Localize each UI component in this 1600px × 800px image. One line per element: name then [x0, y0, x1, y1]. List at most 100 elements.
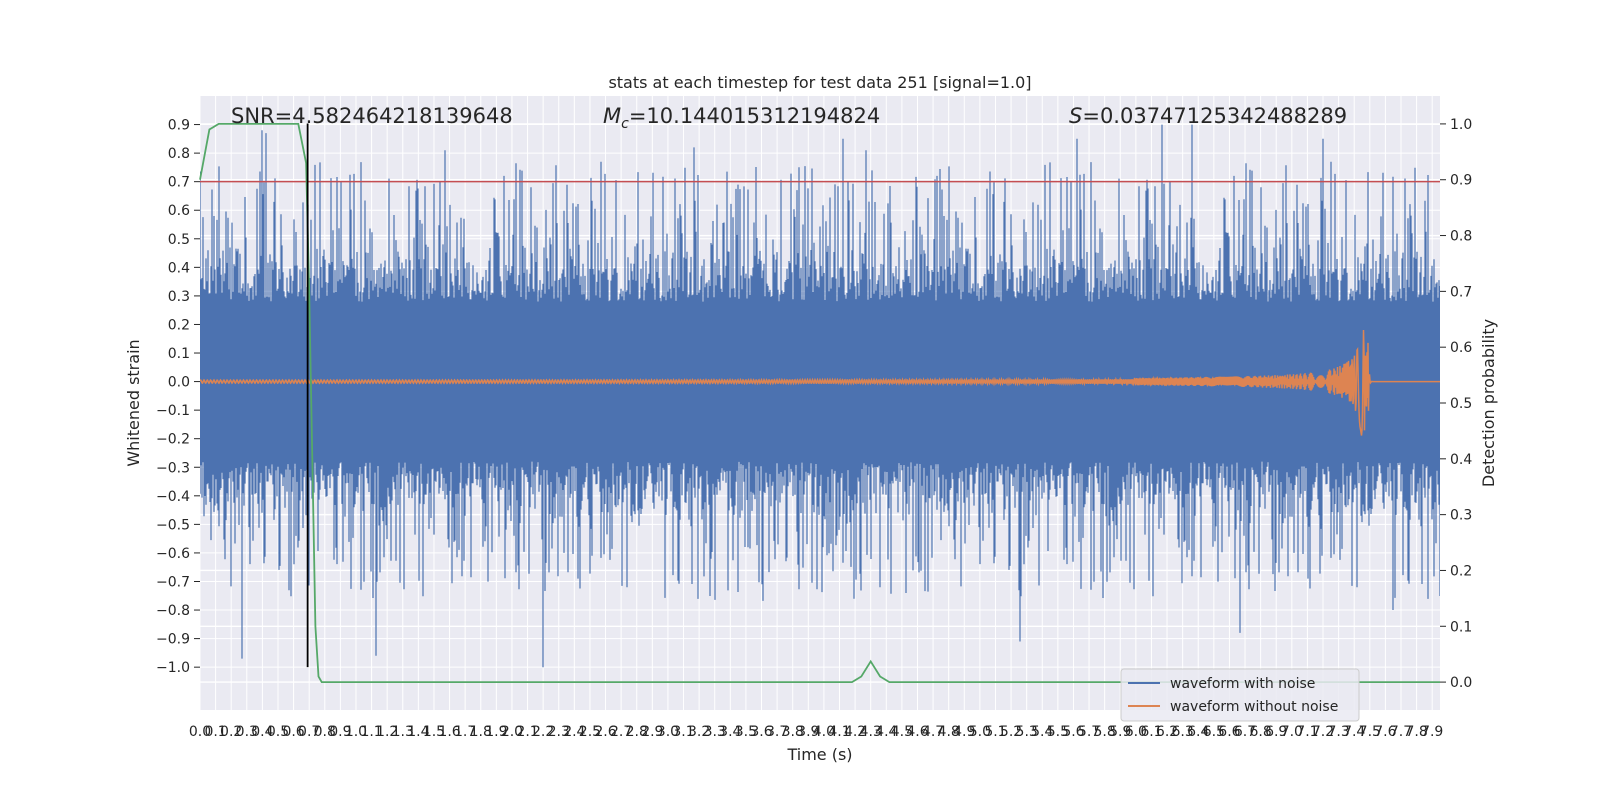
- x-tick-label: 5.4: [1031, 724, 1053, 740]
- x-tick-label: 3.2: [688, 724, 710, 740]
- y-tick-label: 0.1: [168, 346, 190, 362]
- y-tick-label: 0.6: [168, 203, 190, 219]
- x-tick-label: 0.2: [220, 724, 242, 740]
- x-tick-label: 7.4: [1343, 724, 1365, 740]
- y-tick-label: −0.3: [156, 460, 190, 476]
- data-layer: [200, 124, 1440, 668]
- x-tick-label: 0.4: [251, 724, 273, 740]
- x-tick-label: 1.1: [360, 724, 382, 740]
- y-tick-label: −0.2: [156, 432, 190, 448]
- x-axis-label: Time (s): [786, 745, 852, 764]
- x-tick-label: 3.5: [735, 724, 757, 740]
- y-tick-label: 0.4: [168, 260, 190, 276]
- y-axis-left: 0.9 0.8 0.7 0.6 0.5 0.4 0.3 0.2 0.1 0.0 −0.1 −0.2 −0…: [156, 118, 200, 676]
- x-tick-label: 3.7: [766, 724, 788, 740]
- x-tick-label: 2.7: [610, 724, 632, 740]
- x-tick-label: 4.8: [938, 724, 960, 740]
- x-tick-label: 1.0: [345, 724, 367, 740]
- x-tick-label: 5.1: [984, 724, 1006, 740]
- x-tick-label: 3.8: [782, 724, 804, 740]
- x-tick-label: 4.6: [906, 724, 928, 740]
- x-tick-label: 1.3: [392, 724, 414, 740]
- x-tick-label: 5.3: [1016, 724, 1038, 740]
- s-value: =0.03747125342488289: [1082, 104, 1347, 128]
- legend: waveform with noise waveform without noi…: [1120, 668, 1360, 722]
- y-tick-label: 0.7: [168, 175, 190, 191]
- mc-annotation: Mc=10.144015312194824: [603, 104, 880, 132]
- y-tick-label: 0.9: [168, 118, 190, 134]
- y-tick-label: 0.8: [168, 146, 190, 162]
- x-tick-label: 1.5: [423, 724, 445, 740]
- y2-axis-label: Detection probability: [1479, 319, 1498, 487]
- x-tick-label: 4.5: [891, 724, 913, 740]
- x-tick-label: 7.7: [1390, 724, 1412, 740]
- x-tick-label: 0.0: [189, 724, 211, 740]
- x-tick-label: 3.1: [672, 724, 694, 740]
- y2-tick-label: 1.0: [1450, 117, 1472, 133]
- x-tick-label: 2.8: [626, 724, 648, 740]
- y2-tick-label: 0.6: [1450, 340, 1472, 356]
- y-tick-label: −0.7: [156, 574, 190, 590]
- x-tick-label: 4.1: [828, 724, 850, 740]
- y-axis-label: Whitened strain: [124, 339, 143, 466]
- y2-tick-label: 0.9: [1450, 173, 1472, 189]
- x-tick-label: 0.5: [267, 724, 289, 740]
- x-tick-label: 6.1: [1140, 724, 1162, 740]
- x-tick-label: 1.7: [454, 724, 476, 740]
- y2-tick-label: 0.0: [1450, 675, 1472, 691]
- x-tick-label: 7.0: [1281, 724, 1303, 740]
- y-tick-label: −0.9: [156, 632, 190, 648]
- y2-tick-label: 0.8: [1450, 229, 1472, 245]
- x-tick-label: 5.2: [1000, 724, 1022, 740]
- x-tick-label: 6.6: [1218, 724, 1240, 740]
- x-tick-label: 6.0: [1125, 724, 1147, 740]
- x-tick-label: 2.1: [516, 724, 538, 740]
- x-tick-label: 0.1: [204, 724, 226, 740]
- x-tick-label: 2.0: [501, 724, 523, 740]
- x-tick-label: 4.3: [860, 724, 882, 740]
- x-tick-label: 2.2: [532, 724, 554, 740]
- x-tick-label: 3.6: [750, 724, 772, 740]
- y2-tick-label: 0.2: [1450, 563, 1472, 579]
- x-tick-label: 5.6: [1062, 724, 1084, 740]
- x-tick-label: 1.2: [376, 724, 398, 740]
- x-tick-label: 2.5: [579, 724, 601, 740]
- x-tick-label: 0.6: [282, 724, 304, 740]
- x-tick-label: 0.9: [329, 724, 351, 740]
- x-tick-label: 7.1: [1296, 724, 1318, 740]
- x-tick-label: 4.7: [922, 724, 944, 740]
- x-tick-label: 6.4: [1187, 724, 1209, 740]
- legend-label-clean: waveform without noise: [1170, 699, 1338, 715]
- x-tick-label: 5.5: [1047, 724, 1069, 740]
- x-tick-label: 3.9: [797, 724, 819, 740]
- legend-label-noise: waveform with noise: [1170, 676, 1315, 692]
- chart-title: stats at each timestep for test data 251…: [608, 73, 1031, 92]
- x-tick-label: 0.8: [314, 724, 336, 740]
- x-tick-label: 1.6: [438, 724, 460, 740]
- s-annotation: S=0.03747125342488289: [1069, 104, 1347, 128]
- x-tick-label: 6.8: [1249, 724, 1271, 740]
- x-tick-label: 5.9: [1109, 724, 1131, 740]
- x-tick-label: 2.4: [563, 724, 585, 740]
- x-tick-label: 4.2: [844, 724, 866, 740]
- x-axis: 0.00.10.20.30.40.50.60.70.80.91.01.11.21…: [189, 724, 1443, 740]
- mc-value: =10.144015312194824: [629, 104, 880, 128]
- y-tick-label: −0.4: [156, 489, 190, 505]
- snr-annotation: SNR=4.582464218139648: [231, 104, 513, 128]
- x-tick-label: 7.9: [1421, 724, 1443, 740]
- y-tick-label: −1.0: [156, 660, 190, 676]
- x-tick-label: 7.8: [1405, 724, 1427, 740]
- x-tick-label: 1.8: [470, 724, 492, 740]
- x-tick-label: 5.7: [1078, 724, 1100, 740]
- y-tick-label: 0.2: [168, 317, 190, 333]
- x-tick-label: 6.9: [1265, 724, 1287, 740]
- x-tick-label: 2.6: [594, 724, 616, 740]
- x-tick-label: 3.3: [704, 724, 726, 740]
- y2-tick-label: 0.5: [1450, 396, 1472, 412]
- x-tick-label: 6.2: [1156, 724, 1178, 740]
- x-tick-label: 5.8: [1094, 724, 1116, 740]
- x-tick-label: 2.9: [641, 724, 663, 740]
- y2-tick-label: 0.7: [1450, 284, 1472, 300]
- x-tick-label: 4.4: [875, 724, 897, 740]
